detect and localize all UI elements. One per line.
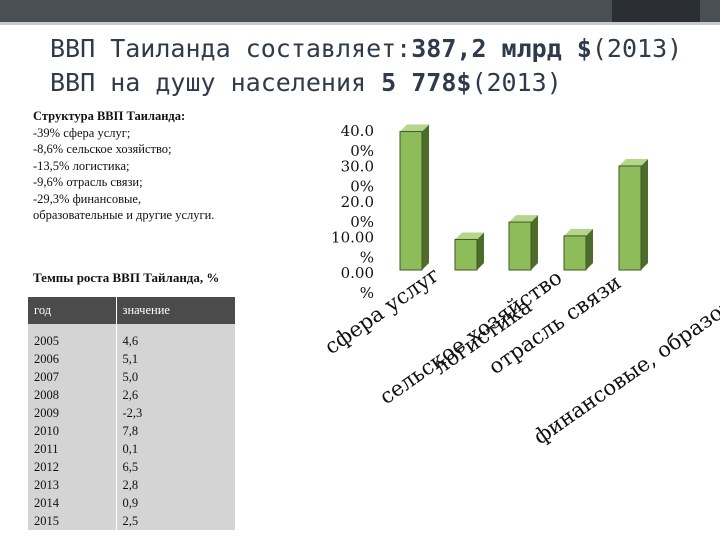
table-row: 2011 0,1: [28, 440, 235, 458]
year-cell: 2005: [28, 324, 117, 350]
year-cell: 2007: [28, 368, 117, 386]
top-bar-divider: [0, 22, 720, 25]
top-bar: [0, 0, 720, 22]
year-cell: 2008: [28, 386, 117, 404]
year-cell: 2009: [28, 404, 117, 422]
value-cell: 2,5: [116, 512, 235, 530]
category-label: сфера услуг: [320, 263, 444, 360]
value-cell: 2,6: [116, 386, 235, 404]
bar-top: [455, 232, 484, 240]
bar-side: [477, 232, 484, 270]
value-cell: -2,3: [116, 404, 235, 422]
y-tick-label: 0.00%: [341, 264, 374, 302]
title-line2-prefix: ВВП на душу населения: [50, 68, 382, 97]
bar-side: [641, 158, 648, 270]
bar-top: [400, 124, 429, 132]
slide-title: ВВП Таиланда составляет:387,2 млрд $(201…: [50, 32, 682, 100]
bar: [454, 238, 478, 271]
table-header-row: год значение: [28, 297, 235, 324]
table-row: 2014 0,9: [28, 494, 235, 512]
structure-line: -13,5% логистика;: [33, 158, 130, 173]
year-cell: 2011: [28, 440, 117, 458]
year-cell: 2013: [28, 476, 117, 494]
gdp-value: 387,2 млрд $: [411, 34, 592, 63]
gdp-structure-text: Структура ВВП Таиланда: -39% сфера услуг…: [33, 108, 323, 224]
structure-line: -8,6% сельское хозяйство;: [33, 142, 172, 156]
bar-top: [564, 228, 593, 236]
value-cell: 7,8: [116, 422, 235, 440]
bar-top: [509, 215, 538, 223]
year-cell: 2014: [28, 494, 117, 512]
y-tick-label: 10.00%: [331, 229, 374, 267]
y-tick-label: 40.0 0%: [341, 122, 374, 160]
table-row: 2009 -2,3: [28, 404, 235, 422]
bar: [618, 165, 642, 271]
column-header-year: год: [28, 297, 117, 324]
table-row: 2008 2,6: [28, 386, 235, 404]
structure-line: -29,3% финансовые,: [33, 191, 142, 206]
table-row: 2006 5,1: [28, 350, 235, 368]
column-header-value: значение: [116, 297, 235, 324]
gdp-per-capita-value: 5 778$: [381, 68, 472, 97]
table-row: 2005 4,6: [28, 324, 235, 350]
table-row: 2012 6,5: [28, 458, 235, 476]
value-cell: 6,5: [116, 458, 235, 476]
table-row: 2010 7,8: [28, 422, 235, 440]
y-tick-label: 20.0 0%: [341, 193, 374, 231]
structure-line: образовательные и другие услуги.: [33, 208, 215, 222]
structure-line: -39% сфера услуг;: [33, 125, 131, 140]
title-line1-suffix: (2013): [591, 34, 683, 63]
structure-title: Структура ВВП Таиланда:: [33, 109, 186, 123]
value-cell: 5,1: [116, 350, 235, 368]
value-cell: 5,0: [116, 368, 235, 386]
title-line1-prefix: ВВП Таиланда составляет:: [50, 34, 412, 63]
bar: [563, 235, 587, 271]
table-row: 2007 5,0: [28, 368, 235, 386]
year-cell: 2006: [28, 350, 117, 368]
top-bar-accent: [612, 0, 700, 22]
structure-line: -9,6% отрасль связи;: [33, 175, 143, 189]
year-cell: 2015: [28, 512, 117, 530]
title-line2-suffix: (2013): [471, 68, 562, 97]
y-tick-label: 30.0 0%: [341, 158, 374, 196]
value-cell: 0,9: [116, 494, 235, 512]
bar-top: [619, 158, 648, 166]
table-row: 2013 2,8: [28, 476, 235, 494]
year-cell: 2012: [28, 458, 117, 476]
growth-table: год значение 2005 4,6 2006 5,1 2007 5,0 200…: [28, 297, 235, 530]
bar-side: [531, 215, 538, 270]
bar-side: [422, 124, 429, 270]
value-cell: 2,8: [116, 476, 235, 494]
growth-table-title: Темпы роста ВВП Тайланда, %: [33, 270, 220, 285]
year-cell: 2010: [28, 422, 117, 440]
value-cell: 0,1: [116, 440, 235, 458]
bar: [508, 221, 532, 271]
bar-side: [586, 228, 593, 270]
bar: [399, 131, 423, 271]
value-cell: 4,6: [116, 324, 235, 350]
table-row: 2015 2,5: [28, 512, 235, 530]
